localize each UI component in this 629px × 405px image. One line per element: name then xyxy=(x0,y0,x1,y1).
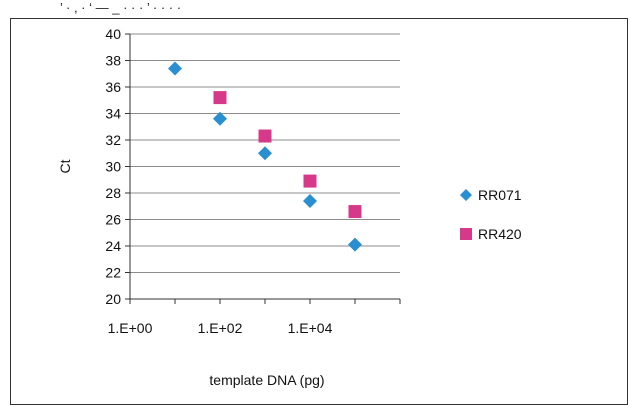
y-tick-label: 20 xyxy=(105,291,121,307)
x-axis-label: template DNA (pg) xyxy=(209,372,324,388)
y-tick-label: 26 xyxy=(105,212,121,228)
header-fragment: ’ · , · ‘ — _ · · · ’ · · · · xyxy=(60,0,181,15)
y-axis-label: Ct xyxy=(57,159,73,173)
y-tick-label: 22 xyxy=(105,265,121,281)
data-point-rr071 xyxy=(213,111,227,126)
legend-label-rr420: RR420 xyxy=(478,226,522,242)
y-tick-label: 38 xyxy=(105,53,121,69)
data-points xyxy=(168,61,362,252)
y-tick-label: 28 xyxy=(105,185,121,201)
data-point-rr420 xyxy=(213,91,227,105)
data-point-rr071 xyxy=(303,193,317,208)
chart-frame xyxy=(10,18,628,405)
y-tick-label: 40 xyxy=(105,26,121,42)
data-point-rr071 xyxy=(348,237,362,252)
axes xyxy=(125,33,401,304)
y-tick-label: 36 xyxy=(105,79,121,95)
legend-marker-rr071 xyxy=(460,189,472,201)
data-point-rr420 xyxy=(348,205,362,219)
x-tick-labels: 1.E+00 1.E+02 1.E+04 xyxy=(108,320,333,336)
y-tick-label: 30 xyxy=(105,159,121,175)
x-tick-label: 1.E+02 xyxy=(198,320,243,336)
legend: RR071 RR420 xyxy=(460,187,522,242)
y-tick-labels: 20 22 24 26 28 30 32 34 36 38 40 xyxy=(105,26,121,307)
y-tick-label: 32 xyxy=(105,132,121,148)
data-point-rr071 xyxy=(258,146,272,161)
y-tick-label: 34 xyxy=(105,106,121,122)
x-tick-label: 1.E+04 xyxy=(288,320,333,336)
grid xyxy=(130,33,400,300)
y-tick-label: 24 xyxy=(105,238,121,254)
legend-marker-rr420 xyxy=(460,228,472,240)
data-point-rr420 xyxy=(258,129,272,143)
legend-label-rr071: RR071 xyxy=(478,187,522,203)
x-tick-label: 1.E+00 xyxy=(108,320,153,336)
data-point-rr071 xyxy=(168,61,182,76)
data-point-rr420 xyxy=(303,174,317,188)
